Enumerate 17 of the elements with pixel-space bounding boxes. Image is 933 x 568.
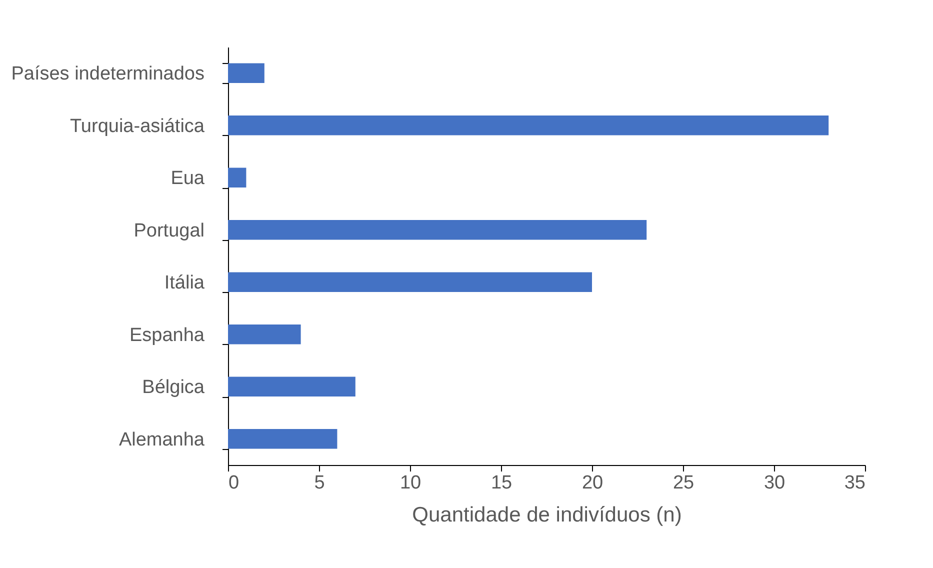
x-tick-label: 0: [228, 472, 240, 494]
x-tick-label: 25: [672, 472, 694, 494]
x-tick-label: 10: [400, 472, 422, 494]
x-tick-label: 20: [582, 472, 604, 494]
x-tick-label: 5: [314, 472, 325, 494]
y-tick-label: Eua: [170, 168, 205, 190]
y-tick-label: Alemanha: [118, 429, 205, 450]
y-tick-label: Países indeterminados: [11, 64, 204, 85]
y-tick-label: Itália: [164, 272, 205, 294]
x-tick-label: 15: [490, 472, 512, 494]
y-tick-label: Portugal: [134, 220, 204, 242]
x-tick-label: 30: [764, 472, 786, 494]
x-axis-title: Quantidade de indivíduos (n): [412, 504, 682, 526]
x-tick-label: 35: [844, 472, 866, 494]
y-tick-label: Turquia-asiática: [70, 116, 205, 137]
y-tick-label: Espanha: [129, 324, 205, 346]
y-tick-label: Bélgica: [142, 377, 205, 398]
